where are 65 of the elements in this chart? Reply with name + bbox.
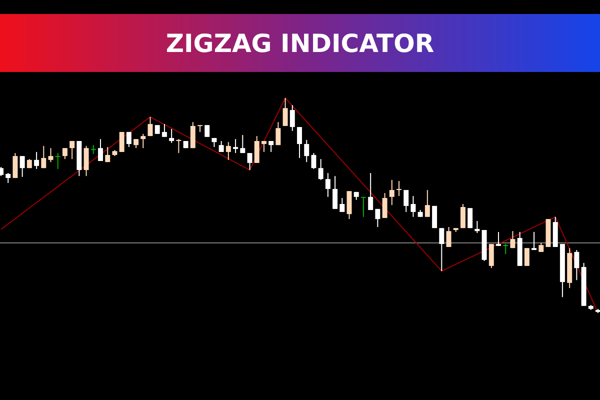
candlestick <box>468 208 473 229</box>
candlestick <box>410 196 416 218</box>
candlestick <box>496 231 501 246</box>
candlestick <box>382 192 388 218</box>
candlestick <box>140 133 146 149</box>
candlestick <box>290 104 295 132</box>
chart-title: ZIGZAG INDICATOR <box>166 29 434 58</box>
candlestick <box>524 248 530 266</box>
candlestick <box>332 176 338 210</box>
candlestick <box>62 148 68 160</box>
candlestick <box>404 190 409 212</box>
candlestick <box>119 131 124 152</box>
candlestick <box>297 126 302 158</box>
candlestick <box>340 197 345 212</box>
candlestick <box>396 180 402 197</box>
candlestick <box>98 138 103 162</box>
candlestick <box>218 140 224 152</box>
candlestick <box>318 158 324 180</box>
candlestick <box>204 124 210 138</box>
candlestick <box>6 172 11 184</box>
candlestick <box>325 172 330 198</box>
candlestick <box>276 122 281 146</box>
candlestick <box>84 145 89 177</box>
candlestick <box>304 139 310 163</box>
candlestick <box>162 124 167 138</box>
candlestick <box>134 138 139 149</box>
candlestick <box>510 230 516 249</box>
candlestick <box>389 179 394 206</box>
candlestick <box>55 152 60 170</box>
candlestick <box>268 140 274 152</box>
candlestick <box>368 172 374 211</box>
candlestick <box>70 140 75 160</box>
candlestick <box>488 243 494 269</box>
candlestick <box>311 152 316 170</box>
candlestick <box>226 142 231 160</box>
candlestick <box>424 190 430 218</box>
candlestick <box>282 98 288 126</box>
candlestick <box>254 136 260 164</box>
candlestick <box>439 228 444 272</box>
candlestick <box>148 116 153 137</box>
candlestick <box>90 144 96 154</box>
candlestick <box>261 140 266 152</box>
candlestick <box>12 152 18 178</box>
candlestick <box>34 151 40 170</box>
candlestick <box>169 128 174 144</box>
candlestick <box>233 138 238 154</box>
candlestick <box>20 156 25 178</box>
candlestick <box>503 243 508 255</box>
candlestick <box>105 146 110 163</box>
candlestick <box>176 138 182 154</box>
candlestick <box>346 190 352 220</box>
candlestick <box>48 148 54 163</box>
candlestick <box>460 203 466 229</box>
candlestick <box>190 122 196 149</box>
candlestick <box>474 220 480 234</box>
candlestick <box>360 196 366 218</box>
candlestick <box>446 226 452 248</box>
candlestick <box>240 134 246 154</box>
candlestick <box>247 152 252 171</box>
candlestick <box>574 250 580 281</box>
candlestick <box>375 208 380 228</box>
candlestick <box>126 131 132 148</box>
candlestick <box>532 231 537 251</box>
candlestick <box>41 145 46 169</box>
candlestick <box>538 242 544 252</box>
